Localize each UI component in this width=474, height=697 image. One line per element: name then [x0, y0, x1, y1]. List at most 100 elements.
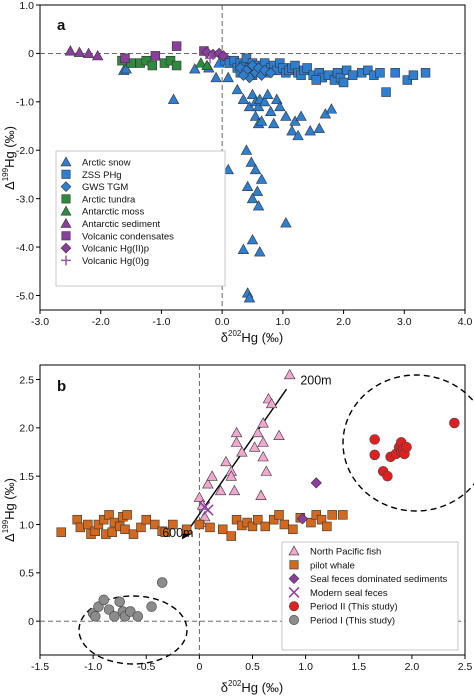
legend-label: Antarctic sediment — [82, 219, 161, 230]
period-i-cluster-outline — [78, 595, 188, 665]
x-tick-label: 2.0 — [336, 316, 351, 328]
data-point — [449, 417, 460, 429]
y-tick-label: 1.0 — [19, 0, 34, 12]
legend-marker — [60, 181, 72, 192]
y-tick-label: 1.5 — [19, 471, 34, 483]
x-tick-label: 0.0 — [215, 316, 230, 328]
data-point — [311, 510, 321, 520]
data-point — [420, 68, 431, 78]
x-tick-label: 2.5 — [458, 661, 473, 673]
data-point — [241, 53, 252, 63]
data-point — [274, 510, 284, 520]
data-point — [363, 65, 373, 76]
data-point — [210, 71, 222, 83]
legend-label: Modern seal feces — [310, 588, 388, 599]
data-point — [252, 426, 264, 438]
data-point — [136, 522, 146, 533]
data-point — [160, 527, 171, 537]
data-point — [288, 524, 298, 535]
legend-label: Arctic snow — [82, 158, 131, 169]
data-point — [313, 122, 325, 133]
data-point — [91, 50, 104, 61]
x-tick-label: -1.5 — [31, 661, 49, 673]
y-tick-label: 0 — [28, 48, 34, 60]
legend-marker — [61, 194, 71, 204]
data-point — [243, 292, 256, 303]
data-point — [193, 491, 206, 502]
legend-label: North Pacific fish — [310, 547, 381, 558]
depth-arrow — [181, 388, 288, 540]
panel-a-legend-box — [55, 150, 226, 287]
legend-marker — [60, 242, 72, 254]
data-point — [198, 510, 211, 522]
data-point — [268, 117, 280, 129]
x-tick-label: 4.0 — [458, 316, 473, 328]
data-point — [255, 489, 267, 500]
data-point — [90, 611, 101, 622]
data-point — [254, 246, 266, 257]
x-tick-label: 1.0 — [276, 316, 291, 328]
data-point — [269, 514, 279, 525]
data-point — [408, 70, 419, 80]
data-point — [56, 527, 66, 537]
data-point — [257, 451, 269, 462]
data-point — [306, 517, 316, 528]
data-point — [347, 70, 358, 80]
depth-annotation: 600m — [162, 526, 193, 540]
y-tick-label: 0 — [28, 616, 34, 628]
data-point — [237, 69, 250, 81]
data-point — [261, 88, 274, 100]
data-point — [271, 93, 283, 104]
panel-b-marks — [56, 368, 460, 622]
data-point — [265, 397, 278, 409]
data-point — [204, 53, 216, 64]
data-point — [251, 185, 264, 196]
data-point — [310, 477, 322, 489]
panel-b-legend-box — [281, 541, 459, 651]
data-point — [311, 75, 321, 85]
legend-label: pilot whale — [310, 560, 355, 571]
data-point — [122, 510, 132, 520]
data-point — [295, 110, 307, 121]
data-point — [249, 110, 262, 121]
x-tick-label: -1.0 — [84, 661, 102, 673]
panel-a-label: a — [57, 17, 66, 34]
data-point — [237, 93, 250, 104]
data-point — [253, 514, 263, 525]
data-point — [83, 519, 93, 530]
data-point — [214, 484, 227, 496]
panel-a-scatter-chart: -3.0 -2.0 -1.0 0.0 1.0 2.0 3.0 4.0 1.0 0 -1.0 -2.0 -… — [1, 0, 472, 345]
y-tick-label: -1.0 — [16, 97, 34, 109]
data-point — [341, 65, 352, 76]
data-point — [230, 436, 243, 447]
data-point — [273, 429, 285, 441]
data-point — [265, 67, 277, 79]
data-point — [201, 59, 213, 70]
legend-label: GWS TGM — [82, 182, 128, 193]
x-tick-label: 0 — [196, 661, 202, 673]
data-point — [222, 71, 234, 83]
data-point — [181, 524, 192, 535]
data-point — [205, 522, 215, 533]
data-point — [125, 606, 136, 617]
data-point — [369, 449, 380, 461]
panel-b-ticks: -1.5 -1.0 -0.5 0 0.5 1.0 1.5 2.0 2.5 0 0.5 1.0 1.5 2.… — [19, 374, 472, 673]
data-point — [241, 180, 254, 192]
x-tick-label: 2.0 — [405, 661, 420, 673]
data-point — [401, 441, 412, 453]
panel-a-y-axis-label: Δ199Hg (‰) — [1, 126, 17, 190]
data-point — [165, 55, 176, 66]
x-tick-label: 3.0 — [397, 316, 412, 328]
data-point — [220, 455, 232, 467]
legend-marker — [289, 601, 299, 612]
data-point — [302, 63, 312, 73]
data-point — [226, 531, 236, 541]
data-point — [194, 519, 205, 530]
x-tick-label: -0.5 — [137, 661, 155, 673]
data-point — [390, 68, 400, 78]
data-point — [141, 55, 151, 66]
data-point — [120, 63, 132, 74]
legend-marker — [60, 217, 72, 228]
